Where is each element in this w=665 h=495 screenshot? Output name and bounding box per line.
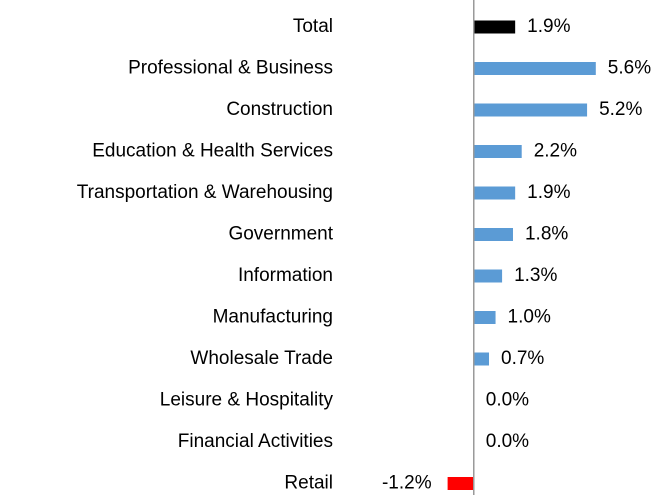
category-label: Wholesale Trade xyxy=(190,348,333,369)
category-label: Government xyxy=(228,224,333,245)
category-label: Construction xyxy=(226,99,333,120)
category-label: Leisure & Hospitality xyxy=(160,390,334,411)
value-label: 0.0% xyxy=(486,431,529,452)
bar xyxy=(473,311,496,324)
category-label: Professional & Business xyxy=(128,58,333,79)
category-label: Total xyxy=(293,16,333,37)
bar xyxy=(473,186,516,200)
bar xyxy=(473,145,522,158)
value-label: 1.8% xyxy=(525,224,568,245)
value-label: 5.2% xyxy=(599,99,642,120)
bar xyxy=(447,477,474,490)
value-label: 0.0% xyxy=(486,390,529,411)
value-label: 1.9% xyxy=(527,182,570,203)
category-label: Financial Activities xyxy=(178,431,333,452)
value-label: 1.3% xyxy=(514,265,557,286)
value-label: 1.9% xyxy=(527,16,570,37)
bar xyxy=(473,103,588,117)
category-label: Transportation & Warehousing xyxy=(77,182,333,203)
value-label: 0.7% xyxy=(501,348,544,369)
bar xyxy=(473,269,503,283)
bar xyxy=(473,352,490,366)
category-label: Education & Health Services xyxy=(92,141,333,162)
value-label: -1.2% xyxy=(382,473,432,494)
category-label: Information xyxy=(238,265,333,286)
category-label: Manufacturing xyxy=(213,307,333,328)
bar xyxy=(473,62,596,75)
category-label: Retail xyxy=(284,473,333,494)
bar xyxy=(473,20,516,34)
value-label: 5.6% xyxy=(608,58,651,79)
bar xyxy=(473,228,513,241)
value-label: 2.2% xyxy=(534,141,577,162)
value-label: 1.0% xyxy=(508,307,551,328)
